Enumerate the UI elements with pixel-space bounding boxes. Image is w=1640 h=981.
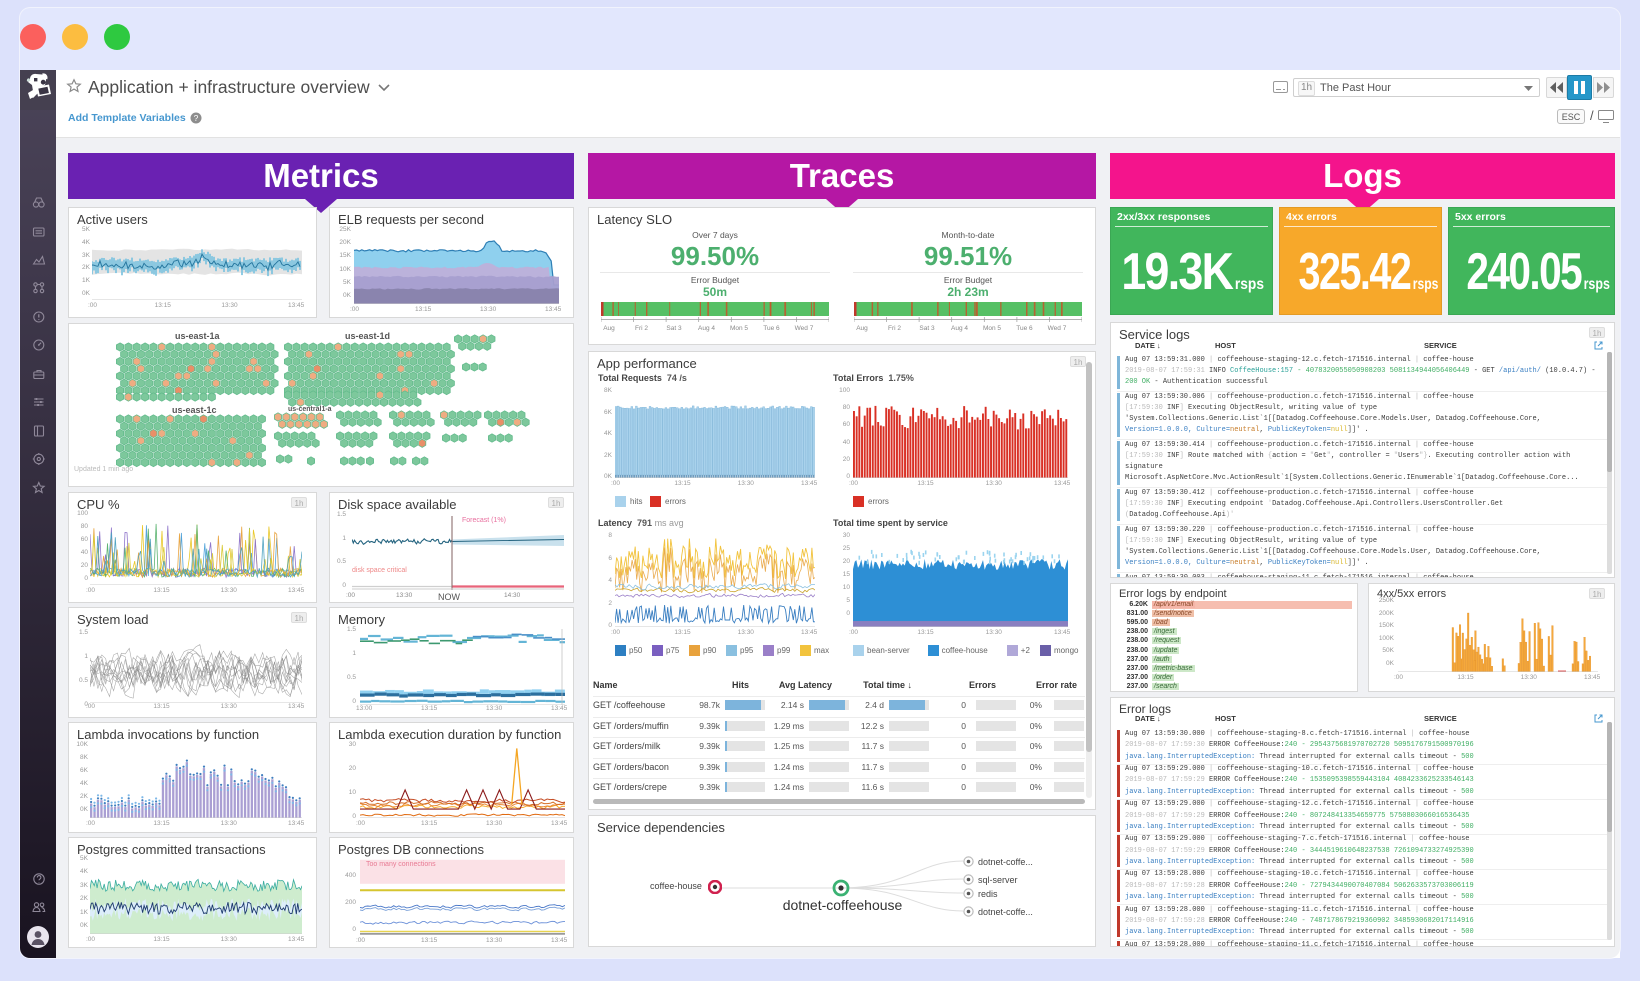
svg-text:?: ?	[194, 113, 199, 123]
